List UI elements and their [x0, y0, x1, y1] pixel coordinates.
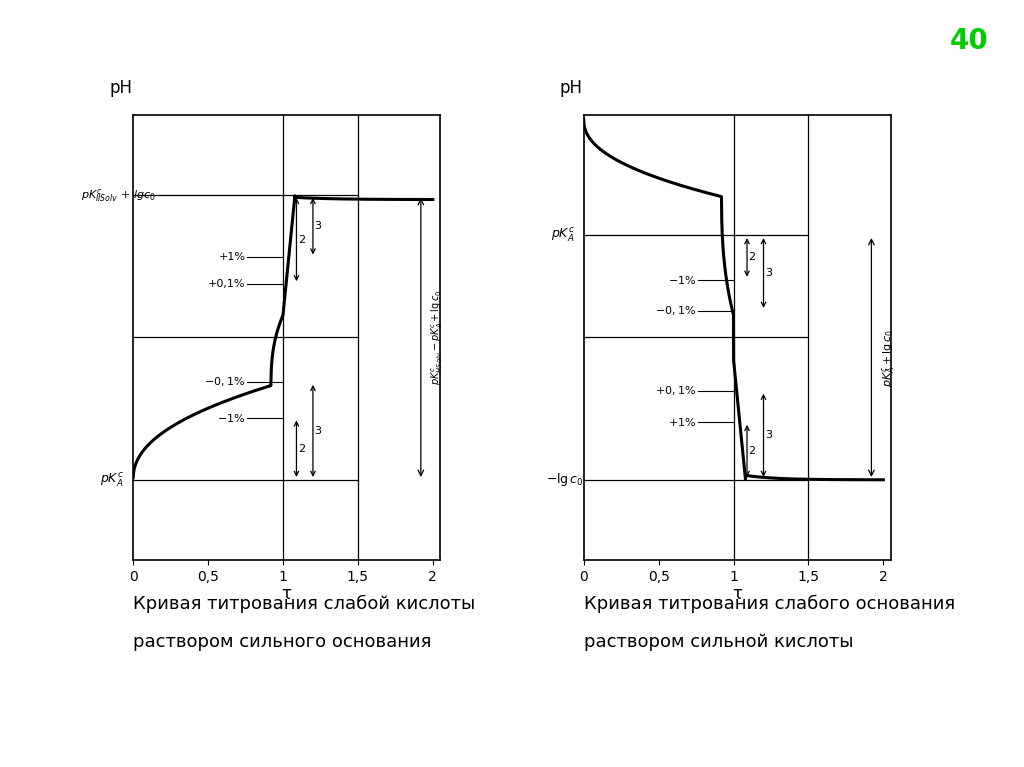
Text: раствором сильного основания: раствором сильного основания	[133, 633, 431, 650]
Text: pH: pH	[560, 79, 583, 97]
Text: $-0,1\%$: $-0,1\%$	[205, 376, 246, 388]
Text: Кривая титрования слабой кислоты: Кривая титрования слабой кислоты	[133, 594, 475, 613]
Text: 3: 3	[314, 426, 322, 436]
Text: $+1\%$: $+1\%$	[668, 416, 696, 428]
Text: $pK^c_A$: $pK^c_A$	[551, 226, 574, 244]
Text: $-0,1\%$: $-0,1\%$	[655, 304, 696, 318]
Text: $pK^c_{IISolv}$ + $lgc_0$: $pK^c_{IISolv}$ + $lgc_0$	[81, 186, 156, 203]
Text: 2: 2	[298, 443, 305, 454]
Text: 3: 3	[765, 268, 772, 278]
Text: 2: 2	[749, 446, 756, 456]
Text: 40: 40	[949, 27, 988, 55]
Text: 2: 2	[298, 235, 305, 245]
Text: $+0,1\%$: $+0,1\%$	[655, 384, 696, 397]
X-axis label: τ: τ	[282, 585, 292, 603]
Text: 3: 3	[765, 430, 772, 440]
Text: +0,1%: +0,1%	[208, 279, 246, 289]
Text: 3: 3	[314, 221, 322, 232]
Text: 2: 2	[749, 252, 756, 262]
Text: $-\lg c_0$: $-\lg c_0$	[546, 472, 584, 489]
Text: pH: pH	[110, 79, 132, 97]
Text: $pK^c_A$: $pK^c_A$	[100, 471, 124, 489]
Text: +1%: +1%	[218, 252, 246, 262]
Text: $-1\%$: $-1\%$	[668, 274, 696, 285]
Text: $pK^c_A + \lg c_0$: $pK^c_A + \lg c_0$	[881, 328, 897, 387]
X-axis label: τ: τ	[732, 585, 742, 603]
Text: Кривая титрования слабого основания: Кривая титрования слабого основания	[584, 594, 954, 613]
Text: раствором сильной кислоты: раствором сильной кислоты	[584, 633, 853, 650]
Text: $-1\%$: $-1\%$	[217, 412, 246, 423]
Text: $pK^c_{HSolv} - pK^c_A + \lg c_0$: $pK^c_{HSolv} - pK^c_A + \lg c_0$	[430, 290, 445, 385]
